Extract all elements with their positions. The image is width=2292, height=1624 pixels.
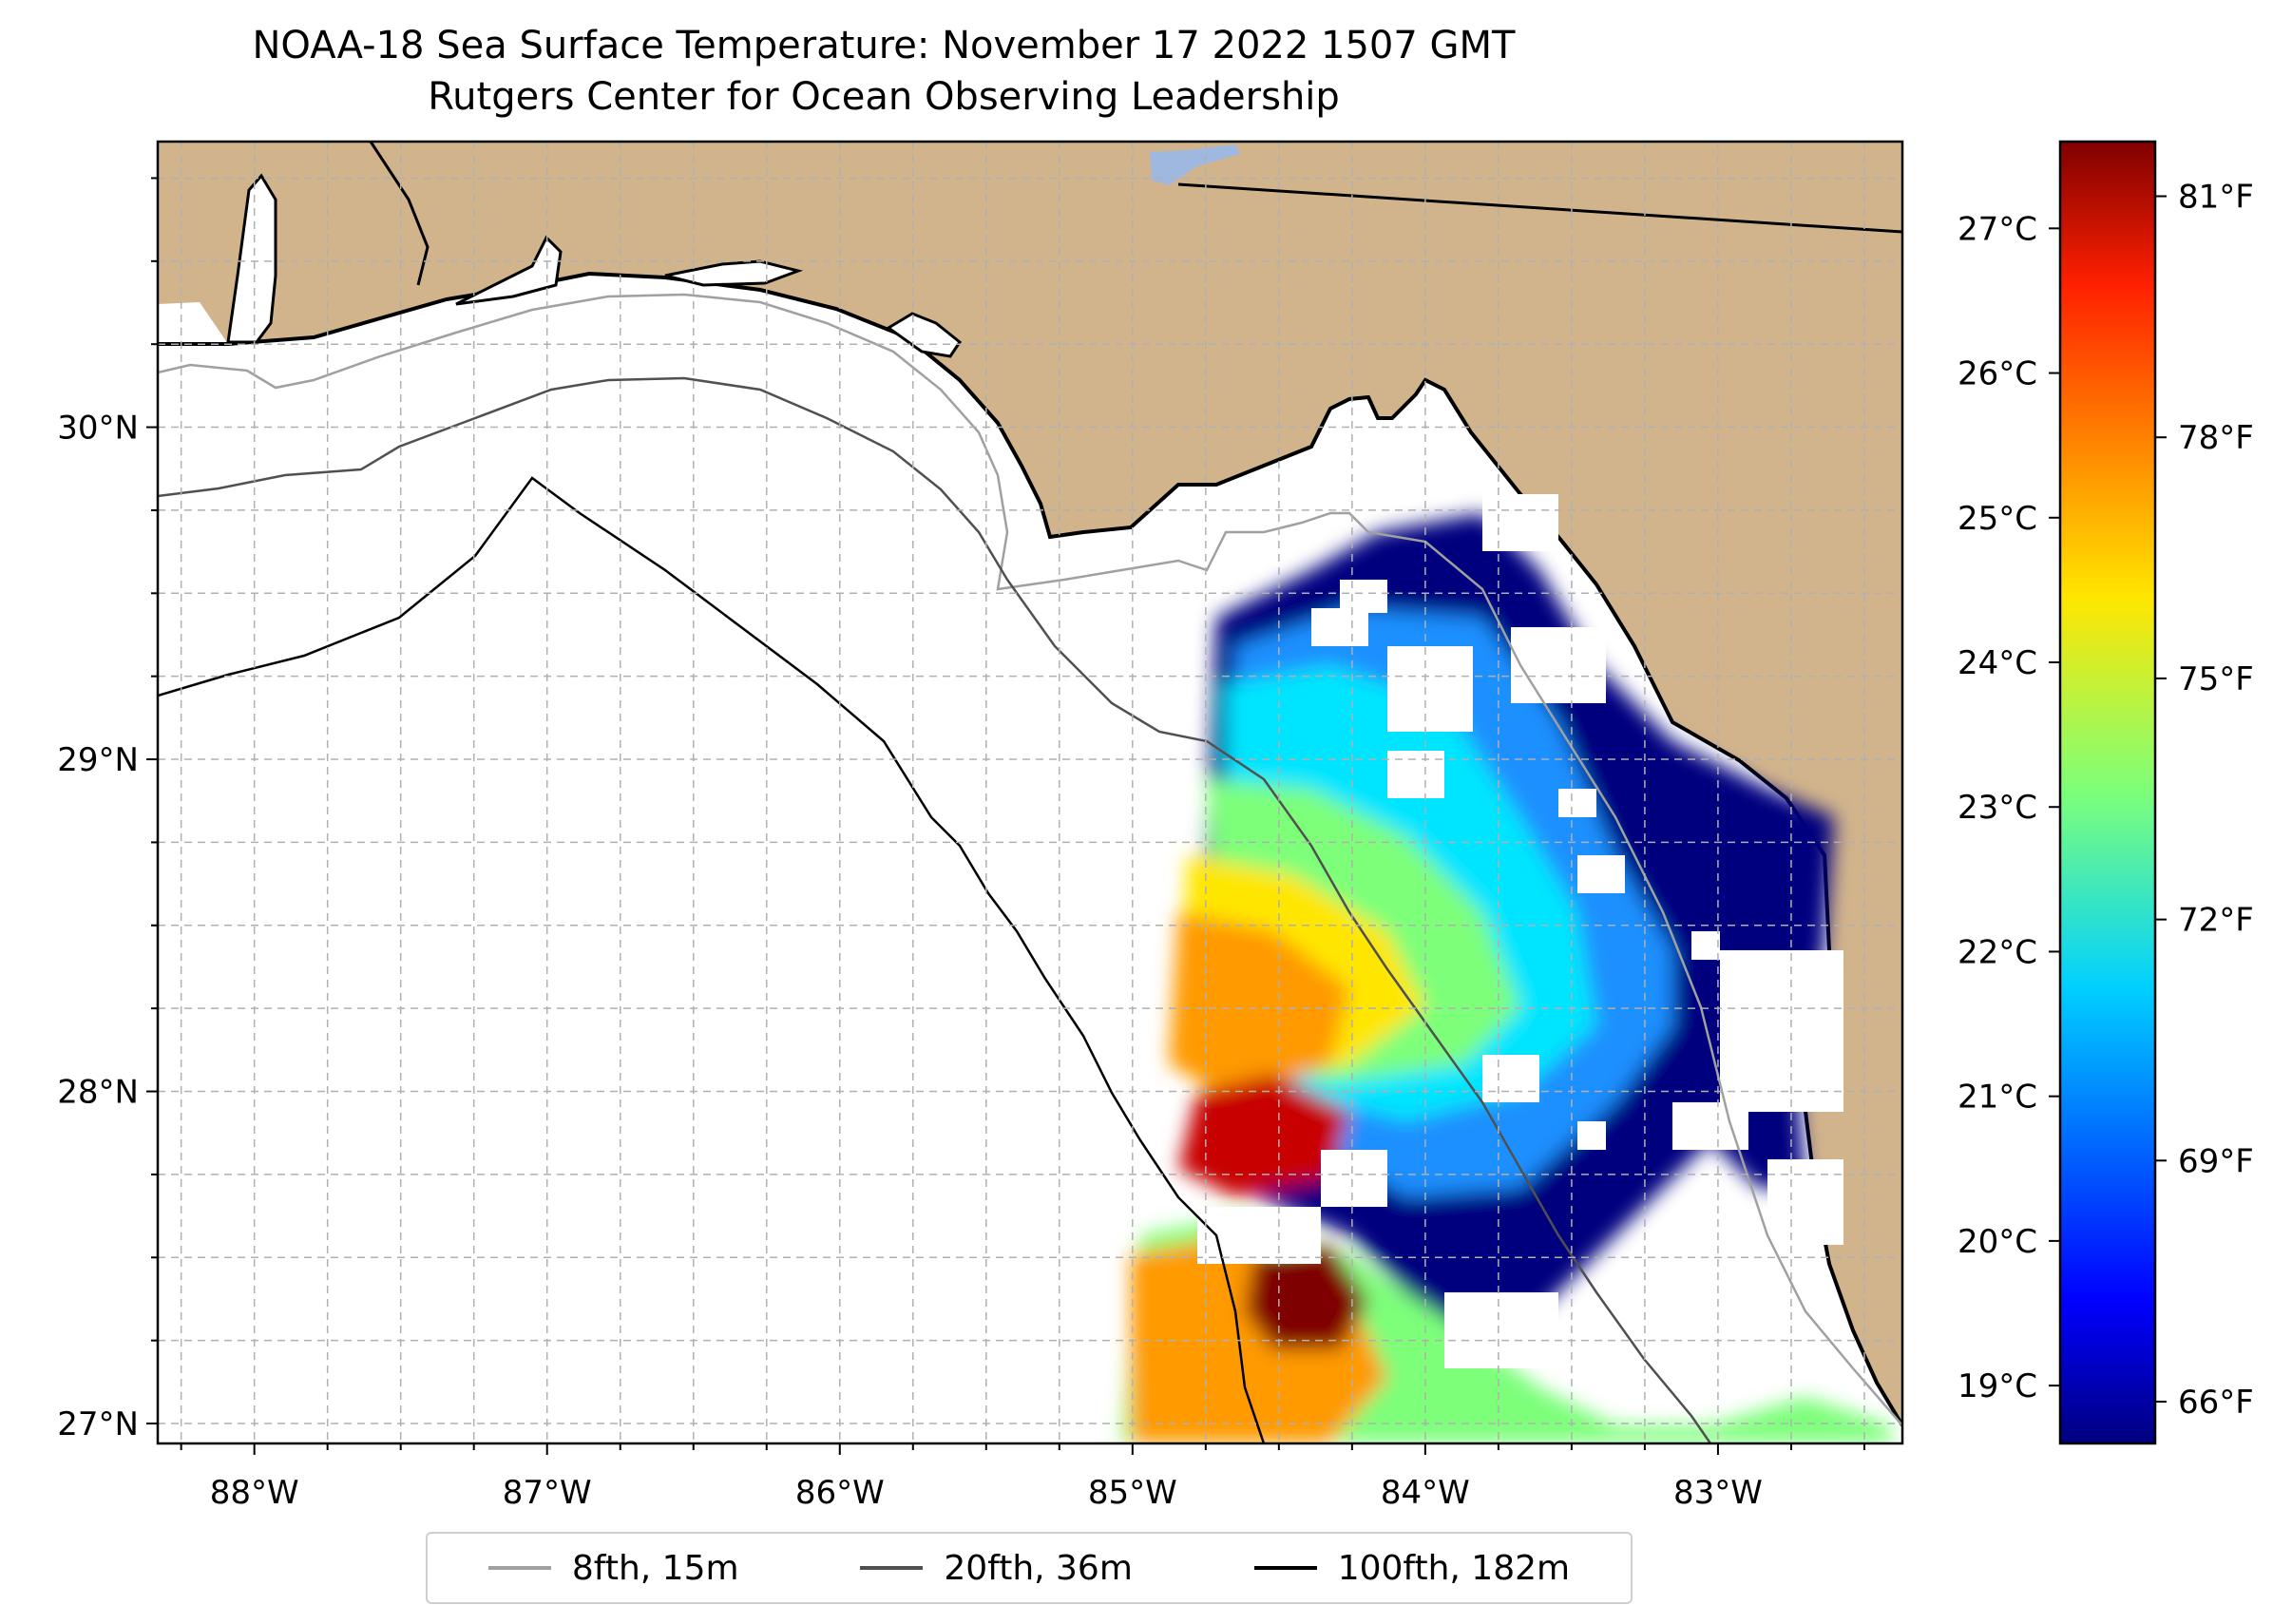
celsius-tick-label: 26°C [1958, 355, 2037, 393]
legend-label-36m: 20fth, 36m [944, 1548, 1133, 1588]
legend-item-15m: 8fth, 15m [487, 1548, 739, 1588]
y-tick-label: 28°N [57, 1074, 139, 1112]
celsius-tick-label: 19°C [1958, 1367, 2037, 1405]
x-tick-label: 87°W [503, 1474, 592, 1512]
gridlines [158, 142, 1902, 1443]
celsius-ticks: 19°C 20°C 21°C 22°C 23°C 24°C 25°C 26°C 27°C [1958, 210, 2060, 1405]
fahrenheit-tick-label: 81°F [2178, 179, 2254, 217]
x-tick-label: 83°W [1673, 1474, 1763, 1512]
x-tick-label: 86°W [795, 1474, 885, 1512]
fahrenheit-ticks: 66°F 69°F 72°F 75°F 78°F 81°F [2155, 179, 2254, 1422]
legend-swatch-15m [487, 1566, 551, 1570]
isobath-182m [158, 476, 1266, 1443]
isobath-15m [158, 293, 1902, 1426]
pensacola-bay [455, 235, 563, 306]
legend-swatch-36m [860, 1566, 924, 1570]
isobath-36m [158, 376, 1712, 1443]
choctawhatchee-bay [664, 259, 804, 287]
celsius-tick-label: 20°C [1958, 1223, 2037, 1261]
celsius-tick-label: 25°C [1958, 500, 2037, 538]
colorbar: 19°C 20°C 21°C 22°C 23°C 24°C 25°C 26°C 27°C 66°… [1958, 140, 2254, 1445]
celsius-tick-label: 22°C [1958, 933, 2037, 971]
fahrenheit-tick-label: 75°F [2178, 660, 2254, 698]
st-andrew-bay [886, 312, 963, 358]
x-tick-label: 84°W [1381, 1474, 1470, 1512]
x-axis: 88°W 87°W 86°W 85°W 84°W 83°W [180, 1443, 1865, 1512]
lake [1150, 144, 1240, 185]
legend-label-15m: 8fth, 15m [571, 1548, 739, 1588]
colorbar-gradient [2058, 140, 2157, 1445]
celsius-tick-label: 24°C [1958, 644, 2037, 682]
map-frame [156, 140, 1904, 1445]
fahrenheit-tick-label: 78°F [2178, 419, 2254, 457]
isobath-legend: 8fth, 15m 20fth, 36m 100fth, 182m [426, 1532, 1633, 1604]
x-tick-label: 85°W [1088, 1474, 1177, 1512]
fahrenheit-tick-label: 69°F [2178, 1142, 2254, 1180]
x-tick-label: 88°W [210, 1474, 299, 1512]
state-border [1177, 182, 1902, 234]
y-axis: 27°N 28°N 29°N 30°N [57, 177, 158, 1443]
y-tick-label: 27°N [57, 1405, 139, 1443]
mobile-bay [226, 173, 277, 344]
celsius-tick-label: 21°C [1958, 1079, 2037, 1117]
y-tick-label: 29°N [57, 741, 139, 779]
celsius-tick-label: 27°C [1958, 210, 2037, 248]
chart-title: NOAA-18 Sea Surface Temperature: Novembe… [252, 24, 1516, 67]
legend-item-182m: 100fth, 182m [1253, 1548, 1571, 1588]
legend-swatch-182m [1253, 1566, 1317, 1570]
legend-item-36m: 20fth, 36m [860, 1549, 1133, 1588]
fahrenheit-tick-label: 66°F [2178, 1384, 2254, 1422]
cloud-mask [1197, 494, 1843, 1368]
chart-subtitle: Rutgers Center for Ocean Observing Leade… [428, 75, 1340, 119]
legend-label-182m: 100fth, 182m [1337, 1548, 1571, 1588]
fahrenheit-tick-label: 72°F [2178, 902, 2254, 940]
y-tick-label: 30°N [57, 410, 139, 448]
state-border-al [369, 142, 430, 286]
celsius-tick-label: 23°C [1958, 789, 2037, 827]
